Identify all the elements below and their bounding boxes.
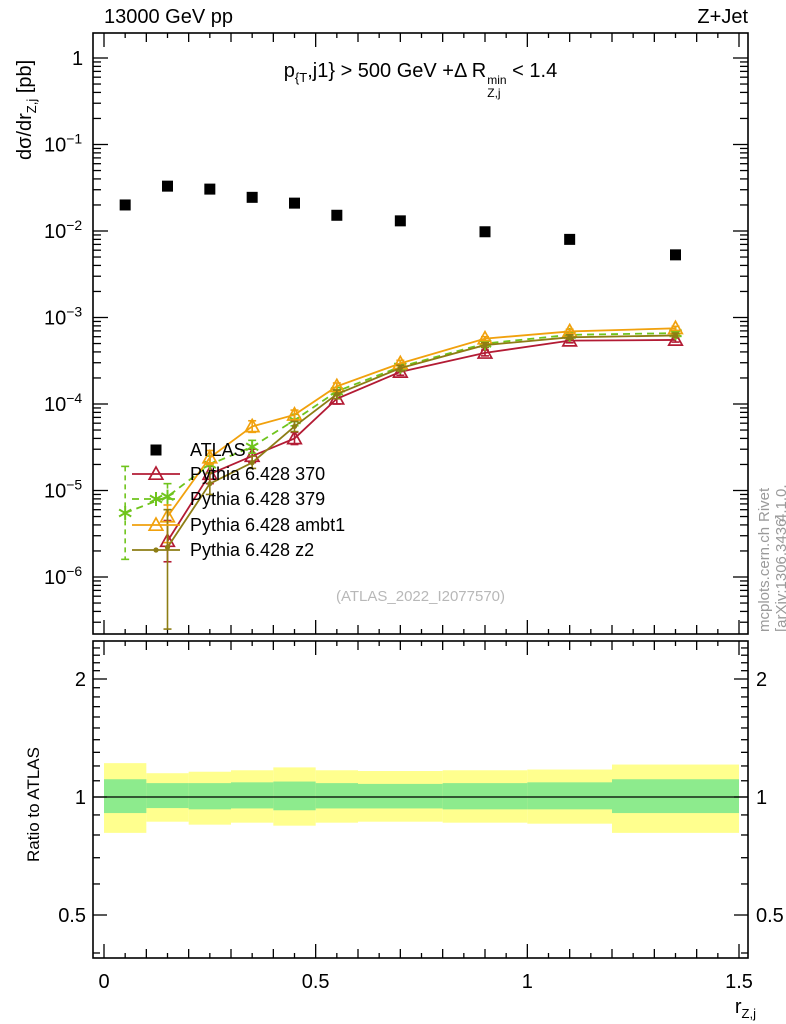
star-marker-icon xyxy=(132,492,180,506)
svg-text:1: 1 xyxy=(522,971,533,993)
y-axis-label: dσ/drZ,j [pb] xyxy=(14,59,39,160)
legend-label: Pythia 6.428 370 xyxy=(190,463,326,484)
legend-item-pythia-z2: Pythia 6.428 z2 xyxy=(128,538,314,562)
svg-text:2: 2 xyxy=(75,669,86,691)
svg-text:10−3: 10−3 xyxy=(44,304,82,330)
axis-ticks xyxy=(93,33,748,958)
triangle-marker-icon xyxy=(132,465,180,481)
svg-text:1: 1 xyxy=(756,787,767,809)
svg-text:10−4: 10−4 xyxy=(44,390,82,416)
svg-text:0.5: 0.5 xyxy=(756,905,784,927)
atlas-square-marker-icon xyxy=(150,444,162,456)
svg-text:1: 1 xyxy=(75,787,86,809)
legend-item-pythia-379: Pythia 6.428 379 xyxy=(128,487,325,511)
triangle-marker-icon xyxy=(132,516,180,532)
beam-energy-label: 13000 GeV pp xyxy=(104,6,233,28)
svg-text:1: 1 xyxy=(72,48,83,70)
svg-text:10−5: 10−5 xyxy=(44,477,82,503)
series-atlas xyxy=(119,180,681,261)
ratio-axis-label: Ratio to ATLAS xyxy=(24,747,43,862)
analysis-id-watermark: (ATLAS_2022_I2077570) xyxy=(335,588,505,605)
legend-item-atlas: ATLAS xyxy=(128,438,246,462)
series-group xyxy=(118,180,684,630)
legend-item-pythia-ambt1: Pythia 6.428 ambt1 xyxy=(128,513,345,537)
panel-frames xyxy=(92,32,749,959)
series-pythia-6-428-z2 xyxy=(163,332,680,630)
dot-marker-icon xyxy=(132,547,180,553)
svg-text:0: 0 xyxy=(98,971,109,993)
x-axis-label: rZ,j xyxy=(734,996,756,1021)
svg-text:1.5: 1.5 xyxy=(725,971,753,993)
mcplots-note: mcplots.cern.ch [arXiv:1306.3436] xyxy=(756,514,786,632)
legend-label: Pythia 6.428 379 xyxy=(190,488,326,509)
svg-text:0.5: 0.5 xyxy=(58,905,86,927)
y-axis-tick-labels: 1 10−1 10−2 10−3 10−4 10−5 10−6 0.5 0.5 1 1 2 2 0 0.5 1… xyxy=(44,48,784,993)
svg-text:10−6: 10−6 xyxy=(44,563,82,589)
legend-label: Pythia 6.428 ambt1 xyxy=(190,514,346,535)
svg-text:0.5: 0.5 xyxy=(302,971,330,993)
ratio-uncertainty-bands xyxy=(93,763,748,833)
svg-text:2: 2 xyxy=(756,669,767,691)
svg-text:10−2: 10−2 xyxy=(44,217,82,243)
legend-item-pythia-370: Pythia 6.428 370 xyxy=(128,462,325,486)
svg-text:10−1: 10−1 xyxy=(44,131,82,157)
process-label: Z+Jet xyxy=(697,6,748,28)
legend-label: Pythia 6.428 z2 xyxy=(190,539,315,560)
legend-label: ATLAS xyxy=(190,439,246,460)
